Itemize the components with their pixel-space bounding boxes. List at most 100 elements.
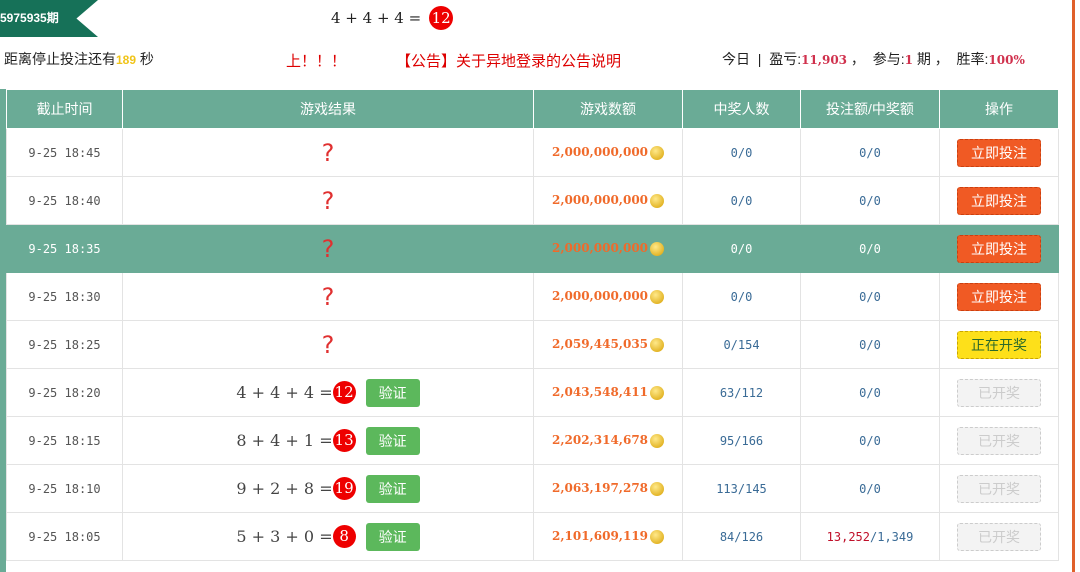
cutoff-time: 9-25 18:40 [6,176,123,225]
done-button: 已开奖 [957,474,1041,503]
winner-count: 84/126 [682,512,801,561]
announcement-link[interactable]: 【公告】关于异地登录的公告说明 [396,53,622,70]
gold-coin-icon [650,385,665,400]
table-row: 9-25 18:20 4 + 4 + 4 = 12 验证 2,043,548,411… [6,368,1059,417]
game-amount: 2,000,000,000 [533,176,683,225]
game-result: 4 + 4 + 4 = 12 验证 [122,368,534,417]
gold-coin-icon [650,433,665,448]
countdown-seconds: 189 [116,53,137,67]
game-result: 8 + 4 + 1 = 13 验证 [122,416,534,465]
result-ball: 12 [332,381,356,404]
gold-coin-icon [650,241,665,256]
result-equation: 5 + 3 + 0 = 8 验证 [236,522,420,551]
winner-count: 0/0 [682,224,801,273]
game-table: 截止时间 游戏结果 游戏数额 中奖人数 投注额/中奖额 操作 9-25 18:4… [6,89,1059,561]
table-row: 9-25 18:35 ? 2,000,000,000 0/0 0/0 立即投注 [6,224,1059,273]
bet-win-amount: 0/0 [800,368,940,417]
action-cell: 立即投注 [939,128,1059,177]
action-cell: 立即投注 [939,224,1059,273]
game-amount: 2,059,445,035 [533,320,683,369]
verify-button[interactable]: 验证 [365,426,420,455]
gold-coin-icon [650,145,665,160]
col-time: 截止时间 [6,89,123,129]
game-amount: 2,202,314,678 [533,416,683,465]
col-bet: 投注额/中奖额 [800,89,940,129]
done-button: 已开奖 [957,378,1041,407]
today-stats: 今日 | 盈亏:11,903 ， 参与:1 期 ， 胜率:100% [722,51,1025,67]
action-cell: 已开奖 [939,416,1059,465]
result-ball: 12 [429,6,454,30]
bet-win-amount: 0/0 [800,272,940,321]
bet-button[interactable]: 立即投注 [957,138,1041,167]
col-result: 游戏结果 [122,89,534,129]
cutoff-time: 9-25 18:20 [6,368,123,417]
winner-count: 0/0 [682,128,801,177]
opening-button[interactable]: 正在开奖 [957,330,1041,359]
verify-button[interactable]: 验证 [365,378,420,407]
game-amount: 2,063,197,278 [533,464,683,513]
table-row: 9-25 18:15 8 + 4 + 1 = 13 验证 2,202,314,678… [6,416,1059,465]
table-row: 9-25 18:40 ? 2,000,000,000 0/0 0/0 立即投注 [6,176,1059,225]
result-equation: 4 + 4 + 4 = 12 验证 [236,378,420,407]
bet-win-amount: 0/0 [800,176,940,225]
gold-coin-icon [650,289,665,304]
action-cell: 已开奖 [939,464,1059,513]
cutoff-time: 9-25 18:25 [6,320,123,369]
cutoff-time: 9-25 18:35 [6,224,123,273]
table-row: 9-25 18:05 5 + 3 + 0 = 8 验证 2,101,609,119 … [6,512,1059,561]
winner-count: 0/0 [682,272,801,321]
winner-count: 0/154 [682,320,801,369]
bet-win-amount: 13,252/1,349 [800,512,940,561]
cutoff-time: 9-25 18:30 [6,272,123,321]
unknown-result: ? [321,186,335,215]
bet-button[interactable]: 立即投注 [957,282,1041,311]
table-row: 9-25 18:30 ? 2,000,000,000 0/0 0/0 立即投注 [6,272,1059,321]
cutoff-time: 9-25 18:45 [6,128,123,177]
col-amount: 游戏数额 [533,89,683,129]
period-badge: 5975935期 [0,0,98,37]
result-ball: 13 [332,429,356,452]
gold-coin-icon [650,529,665,544]
bet-button[interactable]: 立即投注 [957,234,1041,263]
action-cell: 已开奖 [939,368,1059,417]
announcement-marquee[interactable]: 上！！！【公告】关于异地登录的公告说明【 [286,53,680,70]
unknown-result: ? [321,138,335,167]
result-ball: 19 [332,477,356,500]
scrollbar-edge [1072,0,1075,572]
verify-button[interactable]: 验证 [365,474,420,503]
bet-win-amount: 0/0 [800,320,940,369]
bet-button[interactable]: 立即投注 [957,186,1041,215]
left-strip [0,89,6,572]
countdown: 距离停止投注还有189 秒 [4,51,154,67]
bet-win-amount: 0/0 [800,464,940,513]
game-amount: 2,000,000,000 [533,272,683,321]
game-result: 9 + 2 + 8 = 19 验证 [122,464,534,513]
unknown-result: ? [321,330,335,359]
verify-button[interactable]: 验证 [365,522,420,551]
winner-count: 63/112 [682,368,801,417]
result-equation: 8 + 4 + 1 = 13 验证 [236,426,420,455]
result-equation: 9 + 2 + 8 = 19 验证 [236,474,420,503]
done-button: 已开奖 [957,522,1041,551]
cutoff-time: 9-25 18:10 [6,464,123,513]
winner-count: 113/145 [682,464,801,513]
action-cell: 立即投注 [939,272,1059,321]
latest-result: 4 + 4 + 4 = 12 [331,6,454,30]
action-cell: 已开奖 [939,512,1059,561]
action-cell: 立即投注 [939,176,1059,225]
winner-count: 95/166 [682,416,801,465]
gold-coin-icon [650,193,665,208]
profit-value: 11,903 [801,53,848,67]
result-ball: 8 [332,525,356,548]
gold-coin-icon [650,481,665,496]
unknown-result: ? [321,282,335,311]
game-amount: 2,043,548,411 [533,368,683,417]
game-amount: 2,101,609,119 [533,512,683,561]
latest-equation: 4 + 4 + 4 = [331,9,422,27]
cutoff-time: 9-25 18:15 [6,416,123,465]
table-row: 9-25 18:10 9 + 2 + 8 = 19 验证 2,063,197,278… [6,464,1059,513]
table-row: 9-25 18:25 ? 2,059,445,035 0/154 0/0 正在开… [6,320,1059,369]
game-result: ? [122,272,534,321]
game-amount: 2,000,000,000 [533,128,683,177]
col-action: 操作 [939,89,1059,129]
